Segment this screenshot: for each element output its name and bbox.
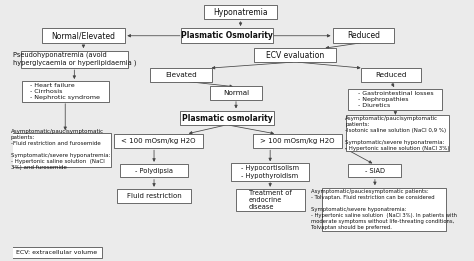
FancyBboxPatch shape xyxy=(118,189,191,203)
Text: - Gastrointestinal losses
- Nephropathies
- Diuretics: - Gastrointestinal losses - Nephropathie… xyxy=(357,91,433,108)
FancyBboxPatch shape xyxy=(348,164,401,177)
FancyBboxPatch shape xyxy=(361,68,420,82)
FancyBboxPatch shape xyxy=(253,134,342,148)
Text: Normal/Elevated: Normal/Elevated xyxy=(52,31,116,40)
FancyBboxPatch shape xyxy=(322,188,446,231)
Text: > 100 mOsm/kg H2O: > 100 mOsm/kg H2O xyxy=(260,138,335,144)
FancyBboxPatch shape xyxy=(180,111,274,125)
FancyBboxPatch shape xyxy=(10,247,102,258)
FancyBboxPatch shape xyxy=(333,28,394,43)
FancyBboxPatch shape xyxy=(114,134,203,148)
FancyBboxPatch shape xyxy=(181,28,273,43)
Text: Asymptomatic/pauciesymptomatic patients:
- Tolvaptan. Fluid restriction can be c: Asymptomatic/pauciesymptomatic patients:… xyxy=(311,189,457,230)
FancyBboxPatch shape xyxy=(254,48,337,62)
Text: Fluid restriction: Fluid restriction xyxy=(127,193,182,199)
Text: Elevated: Elevated xyxy=(165,72,197,78)
FancyBboxPatch shape xyxy=(346,115,449,151)
FancyBboxPatch shape xyxy=(204,5,277,19)
Text: < 100 mOsm/kg H2O: < 100 mOsm/kg H2O xyxy=(121,138,196,144)
FancyBboxPatch shape xyxy=(236,189,304,211)
FancyBboxPatch shape xyxy=(150,68,212,82)
Text: Plasmatic osmolarity: Plasmatic osmolarity xyxy=(182,114,272,122)
FancyBboxPatch shape xyxy=(10,133,111,167)
Text: Reduced: Reduced xyxy=(375,72,407,78)
FancyBboxPatch shape xyxy=(231,163,309,181)
Text: - SIAD: - SIAD xyxy=(365,168,385,174)
FancyBboxPatch shape xyxy=(210,86,263,100)
Text: Normal: Normal xyxy=(223,90,249,96)
Text: - Polydipsia: - Polydipsia xyxy=(135,168,173,174)
Text: Hyponatremia: Hyponatremia xyxy=(213,8,268,17)
Text: - Heart failure
- Cirrhosis
- Nephrotic syndrome: - Heart failure - Cirrhosis - Nephrotic … xyxy=(30,83,100,100)
Text: - Hypocortisolism
- Hypothyroidism: - Hypocortisolism - Hypothyroidism xyxy=(241,165,299,179)
FancyBboxPatch shape xyxy=(348,89,442,110)
FancyBboxPatch shape xyxy=(42,28,125,43)
Text: ECV evaluation: ECV evaluation xyxy=(266,51,324,60)
Text: Treatment of
endocrine
disease: Treatment of endocrine disease xyxy=(249,190,292,210)
FancyBboxPatch shape xyxy=(20,51,128,68)
FancyBboxPatch shape xyxy=(119,164,188,177)
FancyBboxPatch shape xyxy=(22,81,109,102)
Text: Asymptomatic/paucisymptomatic
patients:
-Isotonic saline solution (NaCl 0,9 %)

: Asymptomatic/paucisymptomatic patients: … xyxy=(346,116,450,151)
Text: Reduced: Reduced xyxy=(347,31,380,40)
Text: ECV: extracellular volume: ECV: extracellular volume xyxy=(16,250,97,255)
Text: Plasmatic Osmolarity: Plasmatic Osmolarity xyxy=(181,31,273,40)
Text: Pseudohyponatremia (avoid
hyperglycaemia or hyperlipidaemia ): Pseudohyponatremia (avoid hyperglycaemia… xyxy=(13,52,136,66)
Text: Asymptomatic/paucisymptomatic
patients:
-Fluid restriction and furosemide

Sympt: Asymptomatic/paucisymptomatic patients: … xyxy=(11,129,110,170)
